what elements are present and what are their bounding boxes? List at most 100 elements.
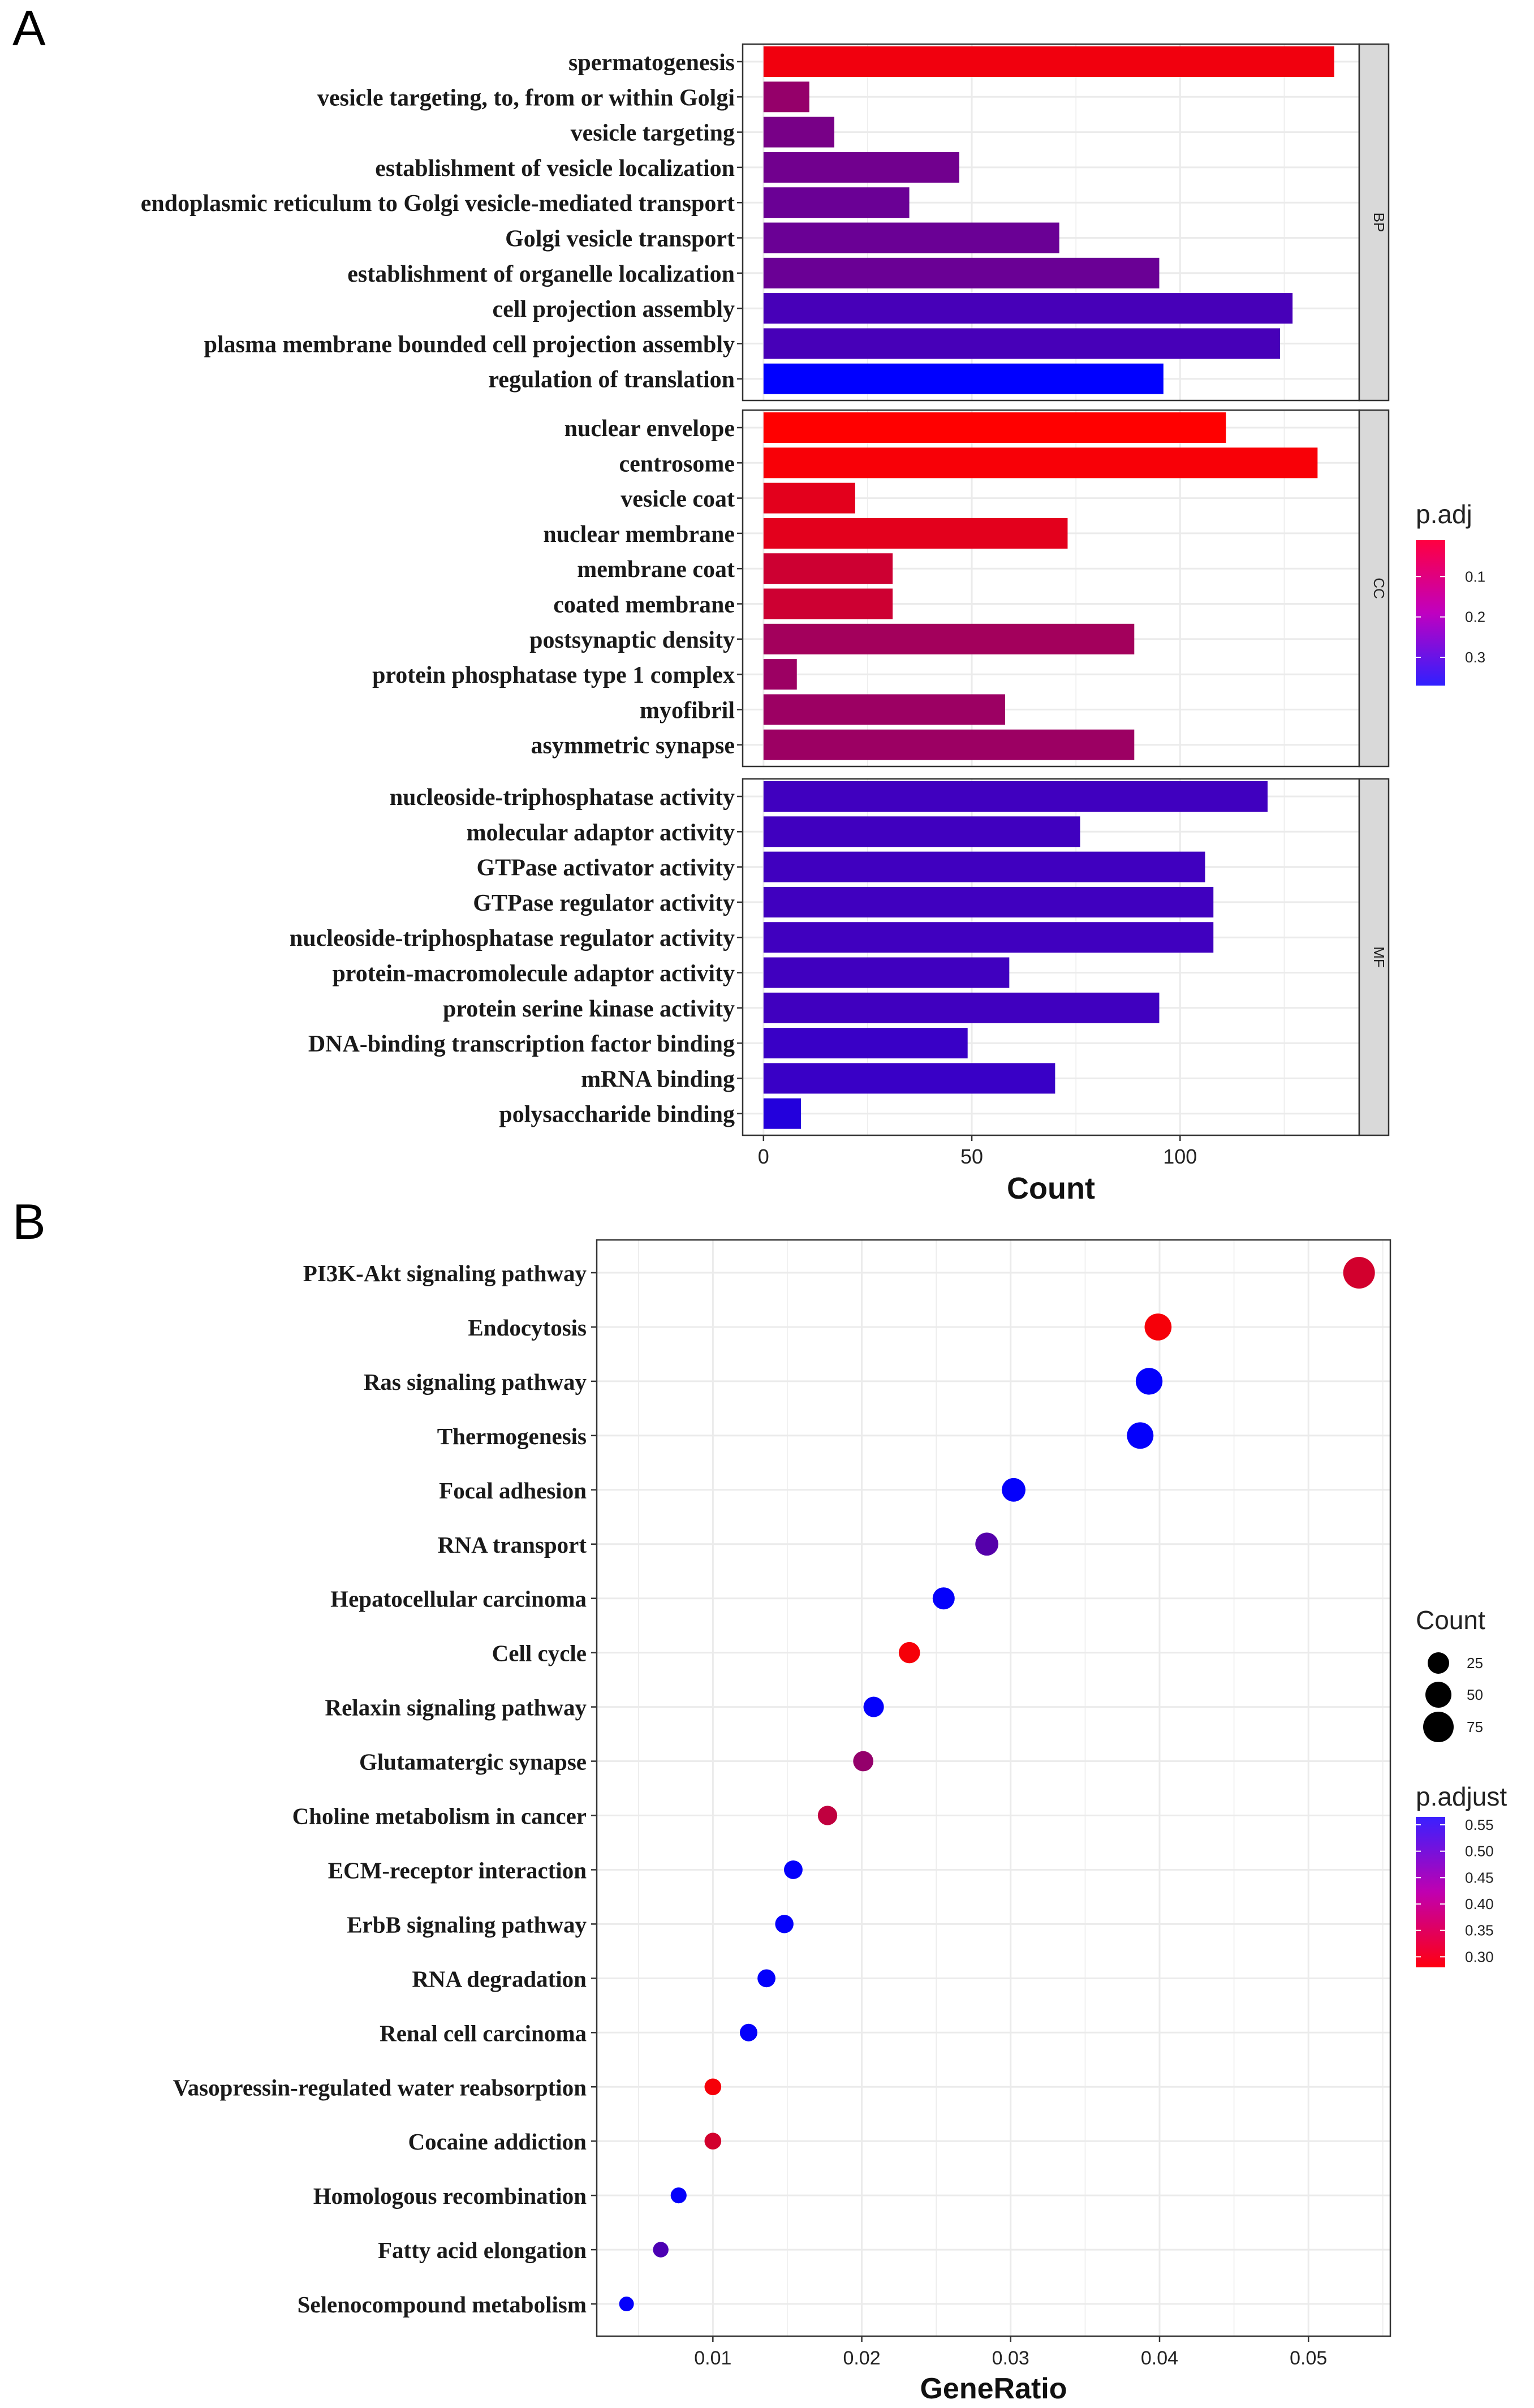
dot <box>932 1587 955 1610</box>
legend-tick-label: 0.30 <box>1465 1948 1494 1965</box>
category-label: establishment of vesicle localization <box>375 156 735 182</box>
category-label: Homologous recombination <box>313 2183 587 2209</box>
category-label: ECM-receptor interaction <box>328 1857 587 1883</box>
category-label: protein serine kinase activity <box>443 996 735 1022</box>
x-tick-label: 0 <box>758 1145 769 1168</box>
dot <box>739 2023 758 2041</box>
category-label: Relaxin signaling pathway <box>325 1695 587 1721</box>
dot <box>670 2187 687 2204</box>
category-label: GTPase activator activity <box>477 855 735 881</box>
legend-tick-label: 0.45 <box>1465 1869 1494 1886</box>
dot <box>704 2078 722 2096</box>
category-label: Renal cell carcinoma <box>380 2020 587 2046</box>
category-label: mRNA binding <box>581 1066 735 1092</box>
facet-strip-label: MF <box>1371 946 1388 968</box>
dot <box>1144 1313 1172 1341</box>
dot <box>975 1532 999 1556</box>
category-label: protein phosphatase type 1 complex <box>372 662 735 688</box>
facet-strip <box>1358 43 1390 402</box>
bar <box>763 152 959 183</box>
category-label: vesicle targeting <box>571 120 735 147</box>
category-label: establishment of organelle localization <box>347 261 735 287</box>
category-label: regulation of translation <box>488 367 735 393</box>
facet-strip <box>1358 778 1390 1136</box>
bar <box>763 518 1068 549</box>
bar <box>763 922 1214 953</box>
category-label: Thermogenesis <box>437 1423 587 1449</box>
category-label: nuclear envelope <box>565 416 735 442</box>
legend-tick-label: 0.3 <box>1465 649 1485 666</box>
dot <box>1343 1257 1375 1289</box>
bar <box>763 187 910 218</box>
legend-size-dot <box>1423 1712 1454 1742</box>
category-label: protein-macromolecule adaptor activity <box>332 961 735 987</box>
bar <box>763 659 797 690</box>
dot <box>653 2242 669 2258</box>
bar <box>763 729 1135 760</box>
legend-tick-label: 0.55 <box>1465 1816 1494 1833</box>
bar <box>763 886 1214 917</box>
bar <box>763 117 835 148</box>
bar <box>763 363 1164 394</box>
bar <box>763 1028 968 1059</box>
dot <box>863 1696 884 1717</box>
dot <box>784 1860 803 1879</box>
dot <box>817 1806 838 1825</box>
x-tick-label: 0.03 <box>992 2347 1029 2369</box>
bar <box>763 957 1010 988</box>
legend-tick-label: 0.50 <box>1465 1843 1494 1860</box>
legend-size-label: 50 <box>1467 1686 1483 1703</box>
category-label: myofibril <box>640 697 735 723</box>
category-label: spermatogenesis <box>568 50 735 76</box>
bar <box>763 623 1135 654</box>
category-label: Focal adhesion <box>439 1477 587 1504</box>
bar <box>763 257 1160 288</box>
category-label: Hepatocellular carcinoma <box>330 1586 587 1612</box>
bar <box>763 81 809 113</box>
bar <box>763 781 1268 812</box>
category-label: Cocaine addiction <box>408 2129 587 2155</box>
legend-size-dot <box>1428 1652 1449 1674</box>
facet-strip-label: BP <box>1371 213 1388 232</box>
bar <box>763 1063 1055 1094</box>
bar <box>763 328 1281 359</box>
panel-b-label: B <box>12 1194 46 1250</box>
dot <box>1002 1477 1025 1502</box>
dot <box>757 1969 775 1988</box>
bar <box>763 293 1293 324</box>
bar <box>763 46 1334 77</box>
legend-count: Count 25 50 75 <box>1416 1605 1485 1742</box>
category-label: nucleoside-triphosphatase regulator acti… <box>290 925 735 951</box>
category-label: cell projection assembly <box>493 296 735 322</box>
dot <box>853 1751 874 1772</box>
legend-tick-label: 0.40 <box>1465 1896 1494 1912</box>
facet-strip <box>1358 409 1390 768</box>
legend-size-dot <box>1425 1682 1451 1708</box>
facet-bp: spermatogenesis vesicle targeting, to, fr… <box>141 43 1390 402</box>
legend-p-adj: p.adj 0.1 0.2 0.3 <box>1416 499 1485 686</box>
x-axis-title: GeneRatio <box>920 2372 1067 2405</box>
category-label: Vasopressin-regulated water reabsorption <box>173 2074 587 2100</box>
legend-title: Count <box>1416 1605 1485 1635</box>
bar <box>763 447 1318 479</box>
x-tick-label: 100 <box>1163 1145 1197 1168</box>
facet-strip-label: CC <box>1371 578 1388 599</box>
bar <box>763 483 855 514</box>
category-label: endoplasmic reticulum to Golgi vesicle-m… <box>141 191 735 217</box>
x-tick-label: 0.02 <box>843 2347 880 2369</box>
category-label: Ras signaling pathway <box>364 1369 587 1395</box>
category-label: RNA transport <box>438 1532 587 1558</box>
category-label: nuclear membrane <box>543 522 735 548</box>
category-label: asymmetric synapse <box>531 733 735 759</box>
go-bar-chart: spermatogenesis vesicle targeting, to, fr… <box>141 43 1485 1205</box>
dot <box>1135 1368 1163 1395</box>
legend-colorbar <box>1416 540 1445 686</box>
dot <box>775 1915 794 1933</box>
bar <box>763 992 1160 1023</box>
x-axis-title: Count <box>1007 1171 1095 1205</box>
bar <box>763 553 893 584</box>
category-label: RNA degradation <box>412 1966 587 1992</box>
category-label: PI3K-Akt signaling pathway <box>303 1260 587 1286</box>
category-label: membrane coat <box>577 557 735 583</box>
